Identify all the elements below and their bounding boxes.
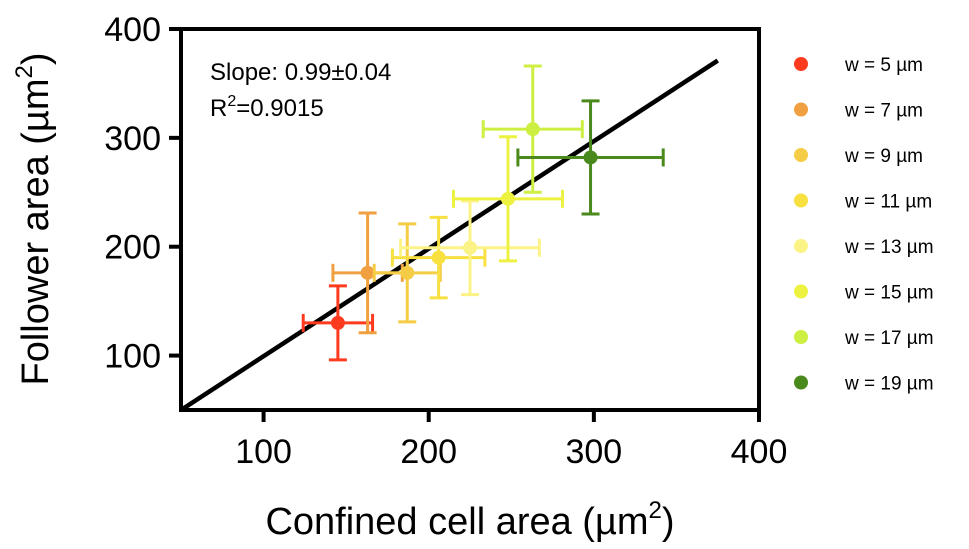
- data-point: [583, 150, 598, 165]
- data-point-group-5: [399, 199, 541, 297]
- x-axis: 100 200 300 400: [235, 410, 787, 471]
- data-point: [500, 191, 515, 206]
- x-axis-title: Confined cell area (µm2): [265, 497, 674, 543]
- x-axis-title-close: ): [662, 501, 675, 543]
- legend-label-6: w = 15 µm: [844, 283, 934, 304]
- y-tick-label-400: 400: [104, 11, 161, 49]
- legend: w = 5 µm w = 7 µm w = 9 µm w = 11 µm w = 13 …: [794, 55, 934, 395]
- y-tick-label-200: 200: [104, 229, 161, 267]
- legend-marker-2: [794, 102, 808, 117]
- legend-label-7: w = 17 µm: [844, 328, 934, 349]
- legend-marker-6: [794, 284, 808, 299]
- data-point-group-3: [372, 222, 442, 324]
- legend-label-8: w = 19 µm: [844, 374, 934, 395]
- data-point-group-1: [301, 284, 375, 362]
- y-axis: 100 200 300 400: [104, 11, 181, 376]
- data-point: [400, 265, 415, 280]
- legend-label-2: w = 7 µm: [844, 101, 923, 122]
- x-axis-title-superscript: 2: [649, 497, 662, 524]
- data-point: [431, 250, 446, 265]
- r-squared-superscript: 2: [227, 93, 236, 110]
- legend-label-3: w = 9 µm: [844, 146, 923, 167]
- y-axis-title-superscript: 2: [11, 65, 38, 78]
- data-point-group-7: [481, 64, 584, 194]
- x-tick-label-400: 400: [731, 433, 788, 471]
- slope-annotation: Slope: 0.99±0.04: [210, 59, 391, 86]
- legend-marker-3: [794, 148, 808, 162]
- y-axis-title-close: ): [15, 53, 57, 66]
- data-point: [360, 265, 375, 280]
- x-tick-label-200: 200: [400, 433, 457, 471]
- data-point-group-8: [516, 99, 665, 216]
- legend-label-1: w = 5 µm: [844, 55, 923, 76]
- plot-frame: [179, 27, 761, 412]
- legend-marker-5: [794, 239, 808, 253]
- x-tick-label-100: 100: [235, 433, 292, 471]
- y-tick-label-300: 300: [104, 120, 161, 158]
- y-axis-title: Follower area (µm2): [11, 53, 57, 386]
- legend-marker-4: [794, 193, 808, 208]
- data-point-group-6: [451, 135, 564, 263]
- legend-label-4: w = 11 µm: [844, 192, 932, 213]
- legend-marker-1: [794, 57, 808, 71]
- data-point: [330, 315, 345, 330]
- y-tick-label-100: 100: [104, 338, 161, 376]
- legend-label-5: w = 13 µm: [844, 237, 934, 258]
- fit-line: [179, 58, 719, 412]
- legend-marker-7: [794, 330, 808, 344]
- r-squared-value: =0.9015: [236, 95, 323, 122]
- r-squared-annotation: R2=0.9015: [210, 93, 324, 122]
- data-point: [525, 122, 540, 137]
- x-tick-label-300: 300: [565, 433, 622, 471]
- plot-area: [179, 58, 719, 412]
- data-point: [463, 240, 477, 255]
- legend-marker-8: [794, 375, 808, 390]
